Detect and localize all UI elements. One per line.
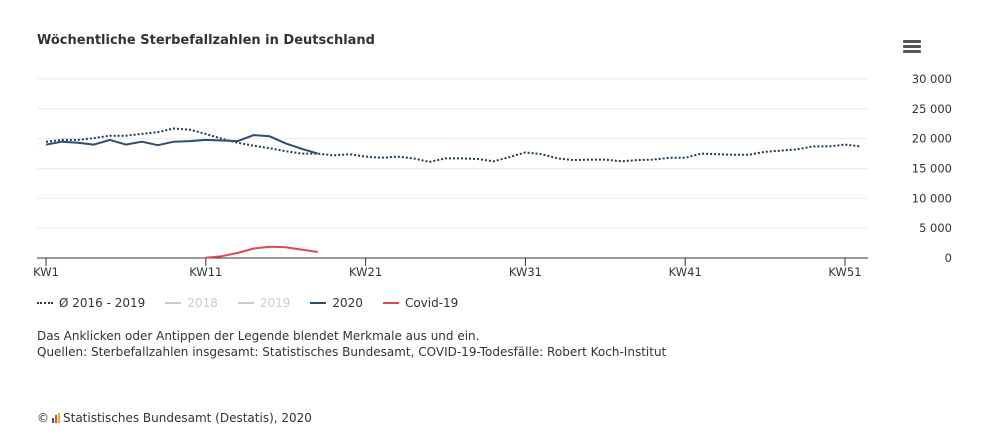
legend-item[interactable]: Ø 2016 - 2019 <box>37 296 145 310</box>
x-tick-label: KW21 <box>349 265 382 279</box>
chart-panel <box>22 20 926 440</box>
x-tick-label: KW51 <box>828 265 861 279</box>
series-line-2020[interactable] <box>45 134 318 155</box>
legend-hint: Das Anklicken oder Antippen der Legende … <box>37 329 480 343</box>
y-tick-label: 30 000 <box>912 72 952 86</box>
y-tick-label: 20 000 <box>912 132 952 146</box>
legend-swatch-icon <box>37 302 53 304</box>
legend-label: 2020 <box>332 296 363 310</box>
legend-swatch-icon <box>382 302 399 304</box>
destatis-logo-icon <box>52 413 60 423</box>
y-tick-label: 15 000 <box>912 162 952 176</box>
legend-label: 2019 <box>259 296 291 310</box>
credit-text: Statistisches Bundesamt (Destatis), 2020 <box>63 411 312 425</box>
legend-swatch-icon <box>237 302 254 304</box>
series-line-covid-19[interactable] <box>205 245 318 259</box>
x-tick-label: KW1 <box>33 265 59 279</box>
legend-swatch-icon <box>165 302 182 304</box>
sources-text: Quellen: Sterbefallzahlen insgesamt: Sta… <box>37 345 667 359</box>
chart-title: Wöchentliche Sterbefallzahlen in Deutsch… <box>37 33 375 48</box>
y-tick-label: 25 000 <box>912 102 952 116</box>
x-tick-label: KW41 <box>669 265 702 279</box>
legend: Ø 2016 - 2019 2018 2019 2020 Covid-19 <box>37 296 458 310</box>
chart-notes: Das Anklicken oder Antippen der Legende … <box>37 328 666 360</box>
x-tick-label: KW31 <box>509 265 542 279</box>
plot-area: 0 5 000 10 000 15 000 20 000 25 000 30 000 KW1 K… <box>33 72 952 279</box>
legend-label: 2018 <box>187 296 218 310</box>
credit[interactable]: © Statistisches Bundesamt (Destatis), 20… <box>37 411 312 425</box>
legend-item[interactable]: 2020 <box>310 296 363 310</box>
series-line--2016-2019[interactable] <box>45 127 862 163</box>
y-tick-label: 5 000 <box>919 221 952 235</box>
hamburger-menu-icon[interactable] <box>903 40 921 54</box>
legend-label: Ø 2016 - 2019 <box>59 296 146 310</box>
legend-swatch-icon <box>310 302 327 304</box>
copyright-symbol: © <box>37 411 49 425</box>
legend-item[interactable]: Covid-19 <box>382 296 459 310</box>
legend-item[interactable]: 2018 <box>165 296 218 310</box>
y-tick-label: 10 000 <box>912 191 952 205</box>
y-tick-label: 0 <box>945 251 952 265</box>
legend-label: Covid-19 <box>404 296 459 310</box>
legend-item[interactable]: 2019 <box>237 296 291 310</box>
x-tick-label: KW11 <box>189 265 222 279</box>
